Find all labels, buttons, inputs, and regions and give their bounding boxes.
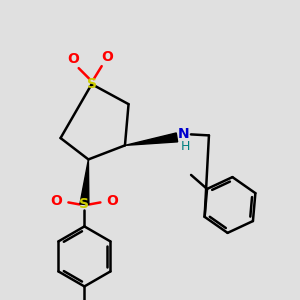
Polygon shape	[125, 133, 178, 146]
Text: O: O	[67, 52, 79, 66]
Text: O: O	[106, 194, 118, 208]
Text: O: O	[101, 50, 112, 64]
Text: N: N	[178, 128, 190, 141]
Polygon shape	[80, 159, 89, 205]
Text: S: S	[80, 197, 89, 212]
Text: O: O	[50, 194, 62, 208]
Text: S: S	[87, 77, 97, 91]
Text: H: H	[180, 140, 190, 153]
